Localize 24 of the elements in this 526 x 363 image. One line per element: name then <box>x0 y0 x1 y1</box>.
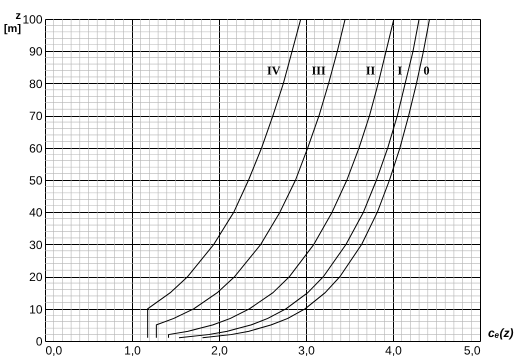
y-tick-label: 90 <box>29 44 43 59</box>
series-label: 0 <box>423 63 430 78</box>
x-tick-label: 2,0 <box>211 344 228 358</box>
x-tick-label: 5,0 <box>464 344 481 358</box>
series-label: IV <box>267 63 281 78</box>
series-label: III <box>312 63 326 78</box>
x-tick-label: 4,0 <box>385 344 402 358</box>
y-tick-label: 70 <box>29 109 43 124</box>
y-tick-label: 50 <box>29 174 43 188</box>
x-tick-label: 3,0 <box>298 344 316 358</box>
y-tick-label: 60 <box>29 141 43 156</box>
y-tick-label: 0 <box>36 334 43 348</box>
y-tick-label: 80 <box>29 76 43 91</box>
x-axis-title: cₑ(z) <box>488 326 514 340</box>
y-tick-label: 20 <box>29 270 43 284</box>
series-label: II <box>366 63 376 78</box>
y-axis-title: z [m] <box>4 10 22 35</box>
x-tick-label: 0,0 <box>46 344 63 358</box>
x-tick-label: 1,0 <box>124 344 142 358</box>
y-tick-label: 30 <box>29 238 43 252</box>
series-label: I <box>398 63 403 78</box>
y-tick-label: 10 <box>29 302 43 316</box>
y-tick-label: 40 <box>29 206 43 220</box>
y-tick-label: 100 <box>22 12 43 26</box>
